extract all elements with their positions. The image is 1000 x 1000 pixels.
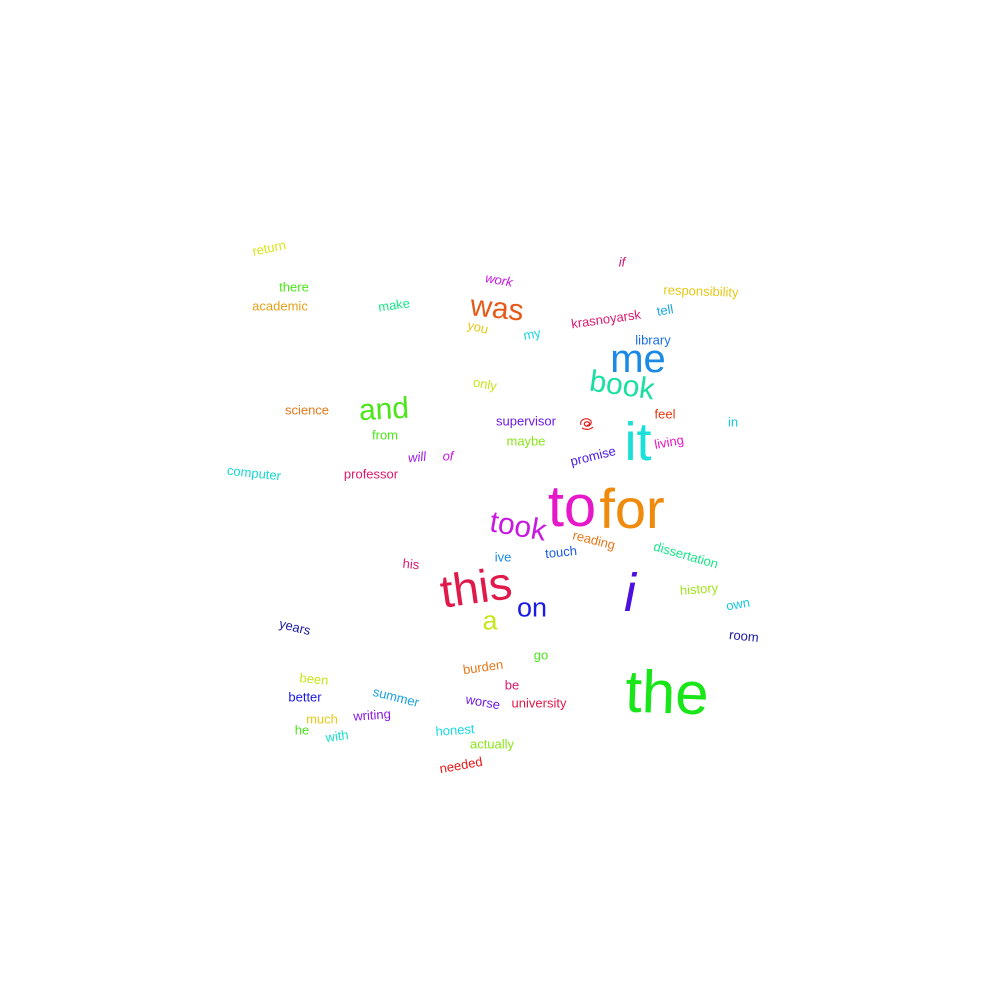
word-will: will <box>407 448 427 466</box>
word-better: better <box>288 689 322 705</box>
word-touch: touch <box>544 542 578 562</box>
word-it: it <box>624 412 652 472</box>
word-responsibility: responsibility <box>663 282 739 300</box>
word-academic: academic <box>252 298 308 314</box>
word-dissertation: dissertation <box>651 538 721 572</box>
word-supervisor: supervisor <box>496 413 556 429</box>
word-i: i <box>624 563 636 623</box>
word-be: be <box>504 677 520 693</box>
word-history: history <box>679 580 719 598</box>
word-and: and <box>358 391 410 428</box>
word-writing: writing <box>352 706 392 724</box>
word-you: you <box>466 317 490 337</box>
word-from: from <box>372 427 398 443</box>
word-for: for <box>599 477 665 540</box>
word-years: years <box>277 615 313 639</box>
word-summer: summer <box>371 684 421 710</box>
word-the: the <box>624 657 710 728</box>
word-his: his <box>401 555 421 573</box>
word-library: library <box>635 332 671 348</box>
word-only: only <box>471 374 499 394</box>
word-room: room <box>728 626 760 646</box>
word-living: living <box>653 432 685 452</box>
word-maybe: maybe <box>506 433 546 449</box>
word-university: university <box>511 695 567 711</box>
word-took: took <box>487 505 549 548</box>
word-my: my <box>522 325 542 343</box>
word-there: there <box>279 279 309 295</box>
word-a: a <box>482 605 498 636</box>
word-professor: professor <box>343 466 399 482</box>
word-computer: computer <box>226 462 282 484</box>
word-promise: promise <box>568 443 618 469</box>
word-this: this <box>436 556 516 618</box>
word-make: make <box>377 295 411 315</box>
word-to: to <box>547 474 597 539</box>
word-of: of <box>442 448 454 464</box>
word-go: go <box>533 647 549 663</box>
word-worse: worse <box>464 691 502 713</box>
word-burden: burden <box>461 656 505 678</box>
word-tell: tell <box>655 301 675 319</box>
word-work: work <box>484 270 514 290</box>
word-own: own <box>724 594 752 614</box>
word-much: much <box>306 711 338 727</box>
word-actually: actually <box>469 736 515 752</box>
word-with: with <box>324 726 350 746</box>
word-if: if <box>618 254 626 270</box>
word-in: in <box>727 414 739 430</box>
word-science: science <box>284 402 330 418</box>
word-needed: needed <box>438 753 484 777</box>
scribble-icon <box>580 418 594 430</box>
word-me: me <box>610 337 666 381</box>
word-been: been <box>298 670 330 688</box>
word-ive: ive <box>494 549 512 565</box>
word-krasnoyarsk: krasnoyarsk <box>570 306 642 332</box>
word-honest: honest <box>435 721 475 739</box>
word-he: he <box>294 722 310 738</box>
word-return: return <box>250 237 288 259</box>
word-book: book <box>587 364 657 407</box>
word-feel: feel <box>654 406 676 422</box>
word-on: on <box>516 592 548 623</box>
